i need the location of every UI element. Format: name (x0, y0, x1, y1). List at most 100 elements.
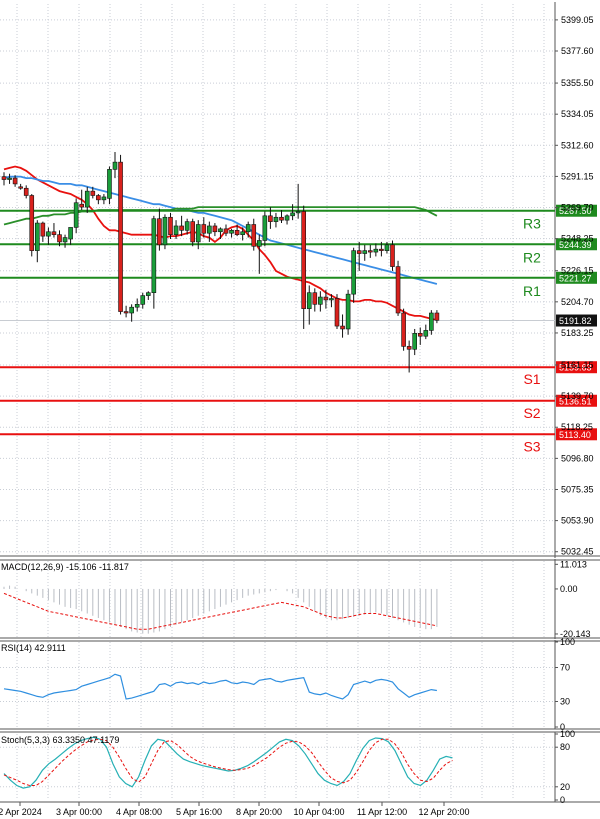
candle-body-bearish (168, 216, 173, 235)
candle-body-bullish (195, 224, 201, 243)
candle-body-bearish (234, 230, 240, 235)
candle-body-bullish (34, 222, 40, 251)
candle-body-bullish (7, 177, 12, 180)
candle-body-bearish (434, 312, 440, 321)
candle-body-bullish (73, 202, 79, 228)
candle-body-bearish (190, 221, 195, 243)
level-price-label: 5113.40 (559, 430, 591, 440)
level-price-tag (556, 361, 597, 374)
time-axis: 2 Apr 2024 3 Apr 00:00 4 Apr 08:00 5 Apr 16… (0, 802, 470, 817)
candle-body-bullish (146, 292, 151, 296)
level-name-r1: R1 (523, 283, 541, 299)
price-tick-label: 5183.25 (561, 328, 594, 338)
candle-body-bearish (51, 231, 57, 235)
candle-body-bullish (162, 216, 168, 246)
candle-body-bullish (101, 196, 107, 201)
price-tick-label: 5204.70 (561, 297, 594, 307)
price-tick-label: 5377.60 (561, 46, 594, 56)
pivot-level-labels: R3 5267.50 R2 5244.39 R1 5221.27 S1 5159.63 S2 51… (523, 204, 597, 454)
candle-body-bearish (406, 346, 412, 350)
candle-body-bullish (262, 215, 268, 241)
stoch-tick-label: 0 (560, 795, 565, 805)
macd-tick-label: 11.013 (560, 559, 587, 569)
level-name-s1: S1 (523, 371, 540, 387)
candle-body-bearish (334, 298, 340, 327)
rsi-header: RSI(14) 42.9111 (1, 643, 66, 653)
price-tick-label: 5139.70 (561, 391, 594, 401)
price-tick-label: 5334.05 (561, 109, 594, 119)
candle-body-bullish (245, 224, 251, 233)
moving-average-line-3 (3, 206, 438, 226)
candle-body-bullish (151, 218, 157, 293)
candle-body-bearish (123, 311, 129, 314)
candle-body-bearish (18, 186, 23, 189)
moving-average-line-2 (3, 175, 438, 285)
level-name-s2: S2 (523, 405, 540, 421)
panel-separators (0, 2, 600, 803)
level-price-label: 5136.51 (559, 396, 592, 406)
candle-body-bearish (356, 250, 362, 254)
candle-body-bullish (429, 312, 434, 331)
candle-body-bearish (417, 333, 423, 337)
candle-body-bullish (345, 293, 351, 330)
price-tick-label: 5161.15 (561, 360, 594, 370)
candle-body-bearish (1, 176, 7, 180)
stoch-tick-label: 80 (560, 742, 570, 752)
candle-body-bearish (118, 161, 123, 312)
candle-body-bullish (362, 250, 368, 254)
rsi-panel: 100 70 30 0 (0, 637, 575, 732)
price-tick-label: 5355.50 (561, 78, 594, 88)
candle-body-bullish (295, 211, 301, 214)
level-price-tag (556, 428, 597, 441)
candle-body-bullish (412, 333, 418, 350)
candles (1, 151, 440, 373)
price-tick-label: 5291.15 (561, 171, 594, 181)
candle-body-bearish (57, 234, 62, 243)
time-tick-label: 5 Apr 16:00 (176, 807, 222, 817)
time-tick-label: 11 Apr 12:00 (357, 807, 407, 817)
time-tick-label: 4 Apr 08:00 (116, 807, 162, 817)
candle-body-bullish (112, 161, 118, 170)
macd-tick-label: 0.00 (560, 584, 578, 594)
macd-tick-label: -20.143 (560, 629, 591, 639)
candle-body-bullish (284, 215, 290, 221)
current-price-label: 5191.82 (559, 316, 592, 326)
candle-body-bullish (351, 250, 356, 295)
candle-body-bullish (140, 295, 146, 305)
candle-body-bullish (373, 248, 379, 253)
rsi-tick-label: 0 (560, 722, 565, 732)
level-price-label: 5221.27 (559, 273, 592, 283)
candle-body-bullish (218, 228, 223, 233)
price-tick-label: 5053.90 (561, 516, 594, 526)
stochastic-header: Stoch(5,3,3) 63.3350 47.1179 (1, 735, 119, 745)
level-price-label: 5244.39 (559, 240, 592, 250)
candle-body-bearish (401, 312, 406, 347)
price-tick-label: 5226.15 (561, 266, 594, 276)
candle-body-bearish (23, 187, 29, 196)
candle-body-bearish (251, 224, 257, 247)
candle-body-bullish (318, 296, 323, 305)
candle-body-bullish (423, 330, 429, 337)
rsi-tick-label: 30 (560, 697, 570, 707)
stoch-k-line (3, 736, 453, 789)
candle-body-bullish (84, 190, 90, 208)
candle-body-bullish (240, 231, 245, 235)
time-tick-label: 12 Apr 20:00 (418, 807, 469, 817)
candle-body-bullish (256, 240, 262, 247)
time-tick-label: 10 Apr 04:00 (293, 807, 344, 817)
candle-body-bullish (329, 298, 334, 301)
candle-body-bullish (273, 216, 279, 222)
current-price-tag (556, 314, 597, 327)
candle-body-bullish (184, 221, 190, 231)
candle-body-bullish (173, 225, 179, 235)
candle-body-bullish (62, 237, 68, 243)
level-price-tag (556, 394, 597, 407)
level-price-tag (556, 204, 597, 217)
grid (0, 4, 555, 800)
stoch-d-line (3, 738, 453, 786)
price-tick-label: 5096.80 (561, 453, 594, 463)
candle-body-bearish (367, 250, 373, 253)
rsi-tick-label: 70 (560, 663, 570, 673)
level-price-tag (556, 271, 597, 284)
level-name-r3: R3 (523, 216, 541, 232)
